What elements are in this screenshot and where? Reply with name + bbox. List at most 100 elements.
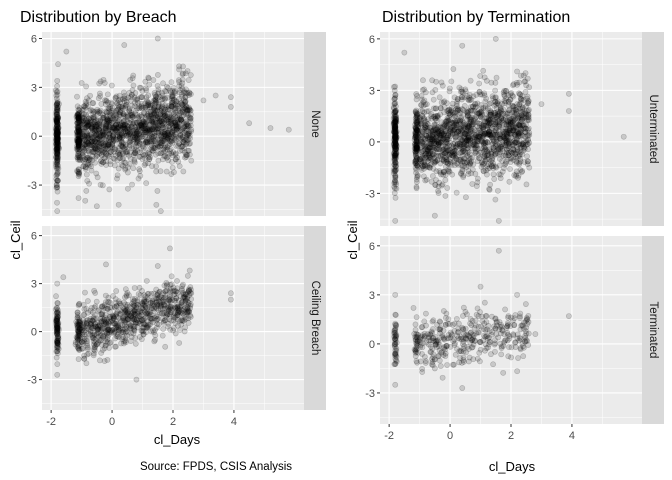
data-point [54, 120, 61, 127]
data-point [82, 197, 89, 204]
data-point [54, 320, 61, 327]
data-point [107, 143, 114, 150]
data-point [156, 122, 163, 129]
data-point [183, 111, 189, 117]
data-point [516, 159, 523, 166]
data-point [493, 331, 500, 338]
data-point [154, 125, 161, 131]
data-point [152, 124, 159, 130]
data-point [183, 141, 189, 148]
data-point [138, 131, 145, 138]
data-point [155, 100, 162, 107]
data-point [179, 76, 186, 83]
data-point [172, 137, 179, 143]
data-point [179, 93, 185, 100]
data-point [505, 152, 512, 159]
data-point [174, 119, 181, 126]
data-point [97, 117, 104, 124]
data-point [478, 163, 485, 170]
data-point [133, 143, 139, 150]
data-point [121, 146, 128, 153]
data-point [148, 113, 155, 120]
data-point [145, 99, 152, 106]
data-point [56, 101, 62, 107]
data-point [501, 92, 508, 99]
data-point [464, 142, 470, 149]
data-point [174, 309, 181, 316]
data-point [87, 117, 94, 123]
data-point [53, 109, 60, 115]
data-point [430, 96, 437, 103]
data-point [176, 111, 183, 118]
data-point [177, 117, 184, 124]
data-point [99, 182, 106, 189]
y-tick-label: 0 [31, 327, 37, 339]
data-point [110, 125, 117, 131]
data-point [76, 128, 82, 134]
data-point [118, 139, 125, 146]
data-point [54, 100, 61, 107]
data-point [168, 101, 175, 108]
data-point [171, 118, 178, 125]
data-point [115, 149, 122, 156]
data-point [55, 115, 61, 122]
data-point [136, 122, 143, 129]
data-point [482, 105, 489, 111]
data-point [168, 114, 175, 121]
data-point [79, 150, 86, 157]
data-point [54, 120, 61, 127]
data-point [111, 146, 117, 152]
data-point [127, 155, 134, 162]
data-point [88, 141, 95, 148]
data-point [135, 123, 142, 130]
data-point [180, 112, 187, 119]
data-point [145, 102, 151, 109]
data-point [107, 122, 113, 128]
data-point [100, 120, 107, 127]
data-point [84, 122, 91, 129]
data-point [75, 128, 82, 135]
data-point [164, 129, 171, 136]
data-point [143, 97, 150, 104]
data-point [74, 154, 81, 161]
data-point [188, 128, 194, 135]
data-point [136, 166, 143, 173]
data-point [130, 132, 137, 139]
data-point [112, 127, 119, 134]
data-point [54, 128, 61, 135]
data-point [524, 153, 530, 160]
data-point [176, 63, 182, 70]
data-point [482, 327, 489, 333]
data-point [97, 181, 104, 188]
chart-breach: Distribution by Breach cl_Ceil cl_Days -… [8, 9, 326, 447]
data-point [75, 115, 82, 122]
data-point [75, 114, 82, 121]
data-point [175, 77, 182, 84]
data-point [94, 139, 101, 146]
data-point [54, 130, 61, 137]
data-point [451, 342, 458, 348]
data-point [100, 128, 107, 135]
data-point [393, 116, 399, 122]
data-point [103, 141, 110, 148]
data-point [444, 134, 450, 141]
data-point [176, 66, 182, 73]
data-point [93, 136, 100, 143]
data-point [185, 112, 191, 119]
data-point [124, 114, 131, 120]
data-point [84, 344, 91, 351]
data-point [171, 131, 178, 137]
data-point [87, 135, 94, 142]
data-point [76, 118, 82, 125]
data-point [76, 110, 82, 117]
data-point [53, 118, 60, 125]
data-point [75, 142, 82, 149]
data-point [53, 121, 60, 128]
data-point [126, 105, 133, 112]
data-point [179, 107, 186, 114]
data-point [88, 124, 95, 131]
data-point [132, 149, 139, 156]
data-point [107, 339, 114, 346]
data-point [157, 150, 164, 157]
